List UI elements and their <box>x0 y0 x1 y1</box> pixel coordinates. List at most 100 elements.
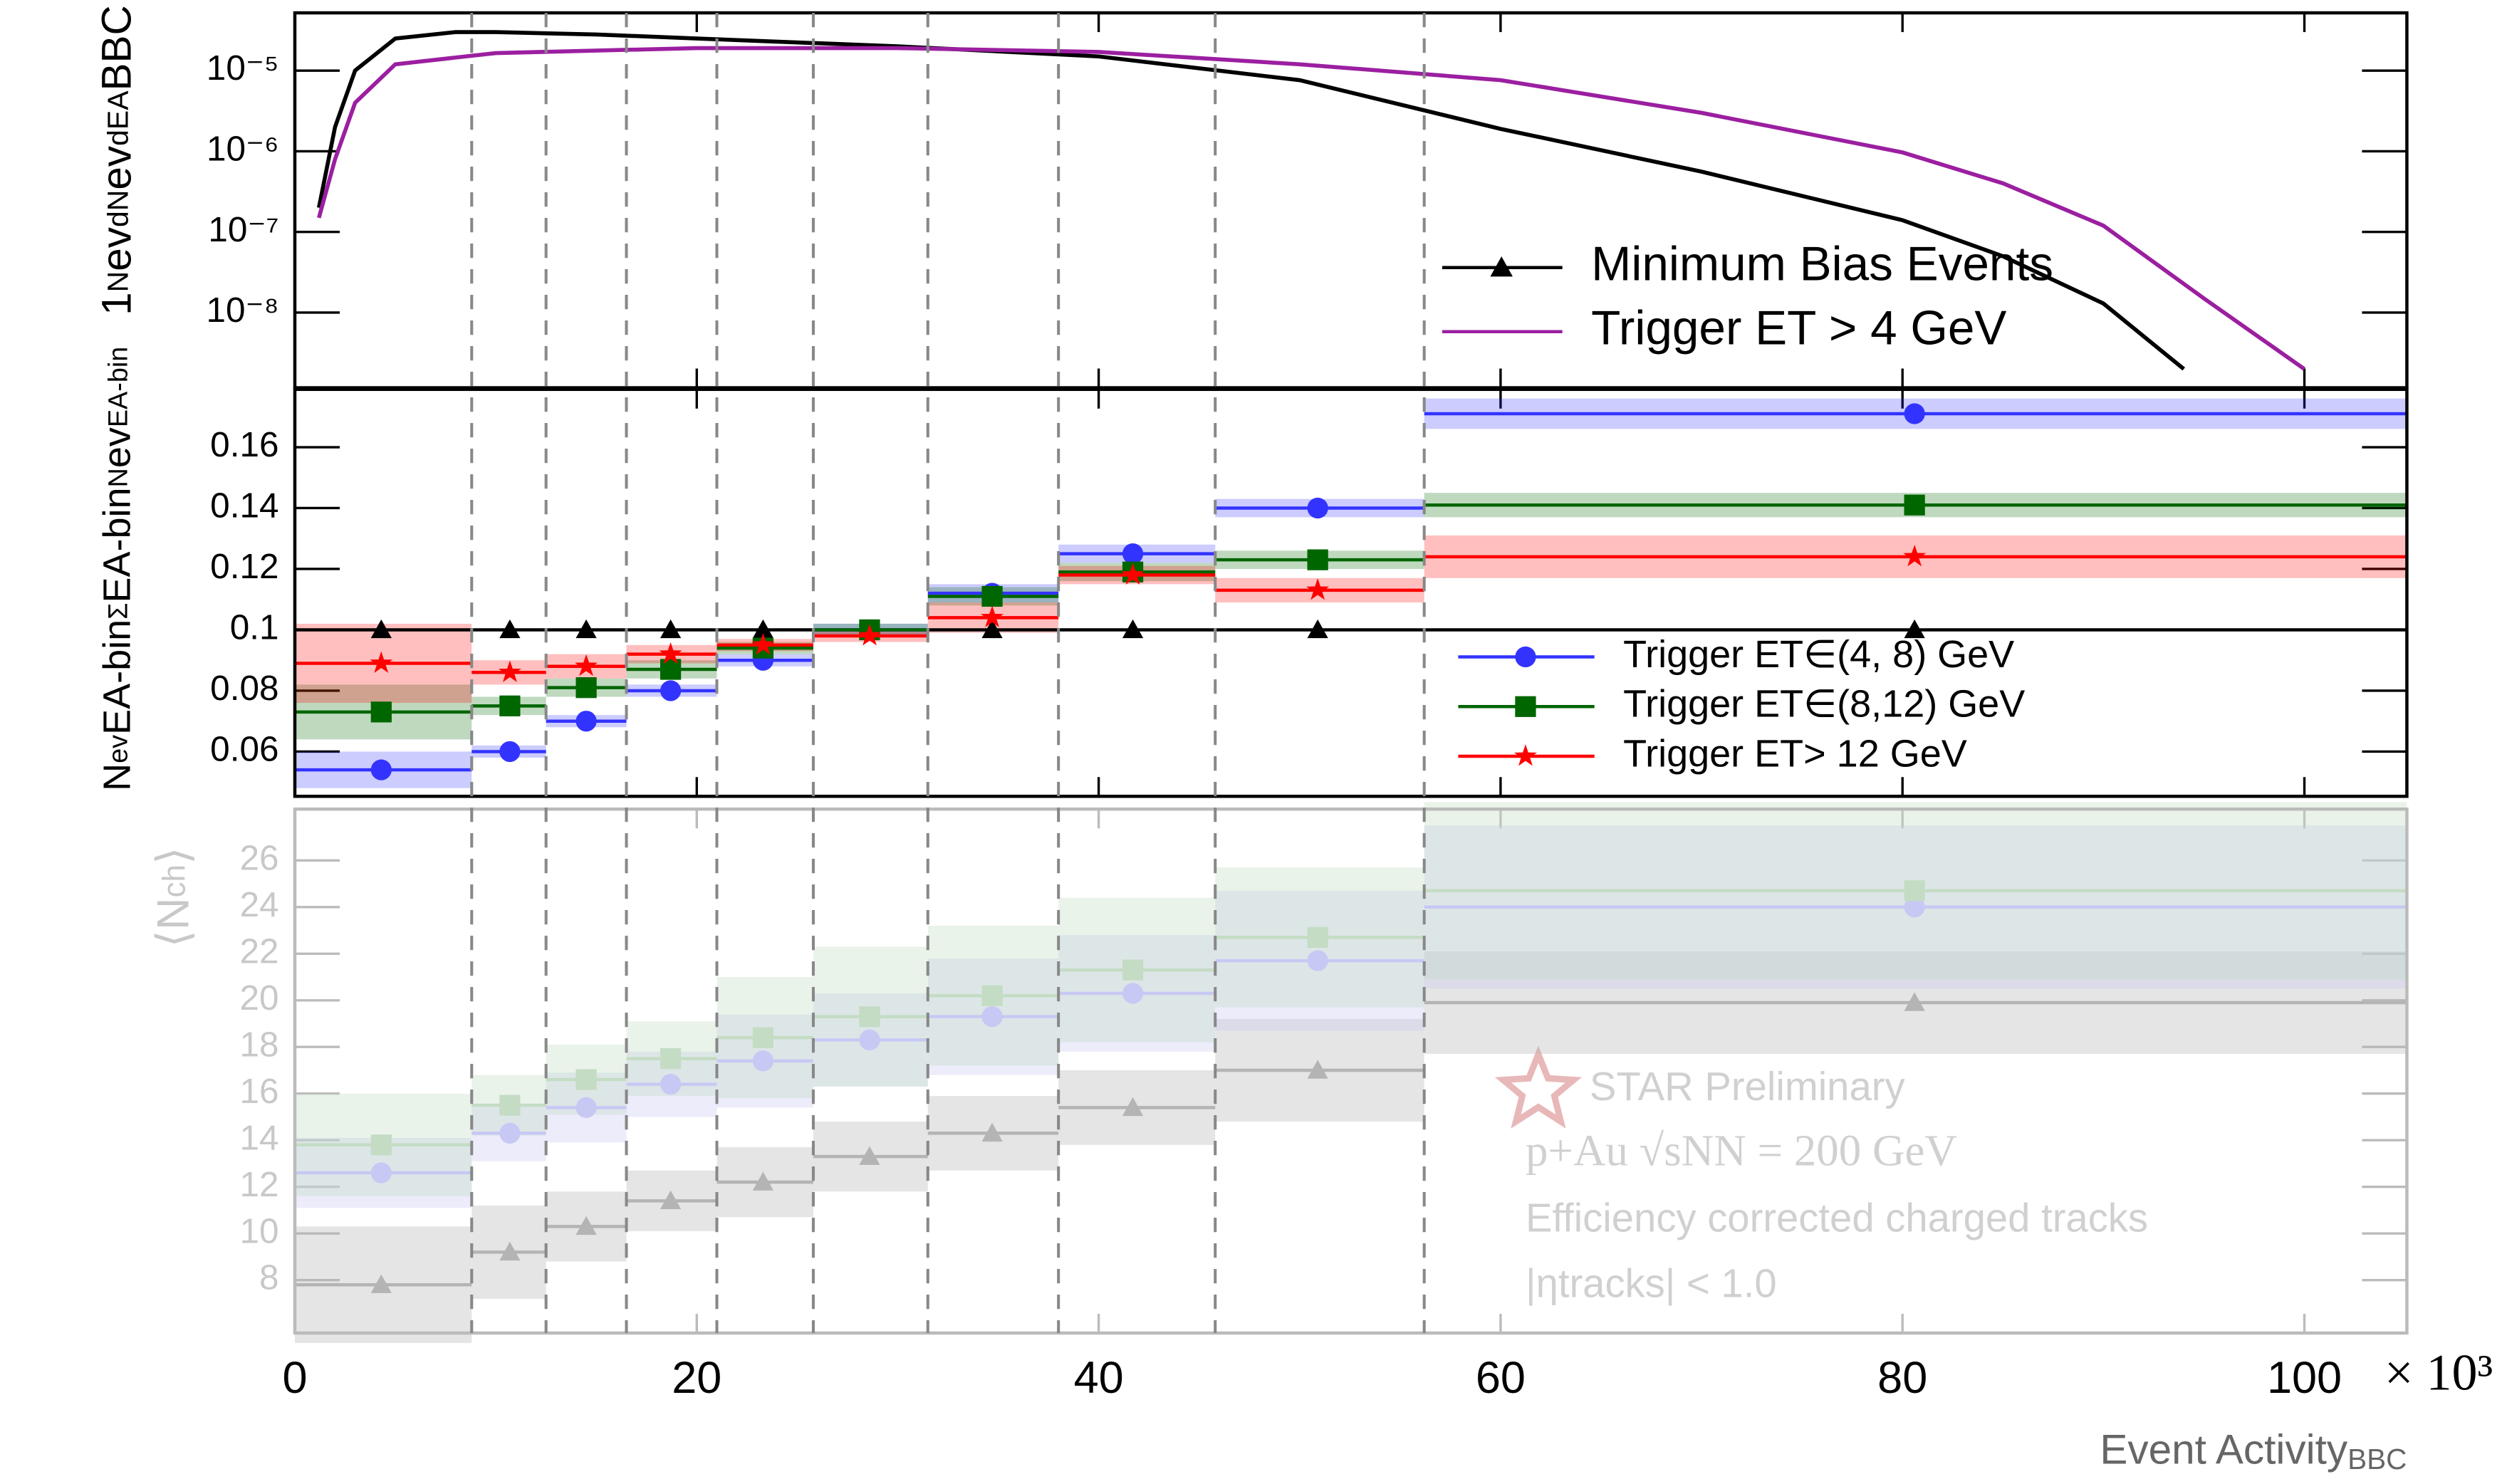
annotation: |ηtracks| < 1.0 <box>1526 1261 1777 1306</box>
marker <box>1122 1097 1144 1117</box>
marker <box>859 1006 880 1028</box>
x-tick-label: 40 <box>1074 1353 1124 1403</box>
marker <box>751 633 775 655</box>
marker <box>1307 950 1328 971</box>
y-axis-title-part: ev <box>94 145 140 190</box>
marker <box>1306 578 1330 600</box>
marker <box>1904 619 1925 639</box>
marker <box>660 1047 682 1070</box>
legend-label: Trigger ET∈(4, 8) GeV <box>1623 633 2014 676</box>
star-logo <box>1494 1045 1583 1129</box>
marker <box>370 759 392 780</box>
y-axis-title-part: ⟩ <box>148 847 198 864</box>
y-axis-title-part: dN <box>102 190 135 227</box>
y-tick-label: 8 <box>259 1258 279 1297</box>
marker <box>1122 619 1144 639</box>
marker <box>1307 926 1328 948</box>
marker <box>1903 545 1927 567</box>
marker <box>1307 1060 1328 1079</box>
marker <box>1121 563 1145 585</box>
x-axis-title: Event ActivityBBC <box>2100 1427 2407 1475</box>
marker <box>1904 494 1925 516</box>
marker <box>981 1006 1003 1028</box>
legend-marker <box>1515 696 1536 717</box>
marker <box>1904 403 1925 424</box>
marker <box>752 1050 774 1072</box>
marker <box>1122 959 1144 981</box>
y-axis-title-part: dEA <box>102 90 135 146</box>
marker <box>370 1162 392 1183</box>
y-axis-title-part: EA-bin <box>96 620 139 735</box>
x-tick-label: 0 <box>282 1353 307 1403</box>
y-tick-label: 22 <box>239 931 278 971</box>
annotation: STAR Preliminary <box>1590 1064 1905 1109</box>
marker <box>499 619 521 639</box>
marker <box>752 1027 774 1048</box>
y-tick-label: 0.12 <box>210 547 278 586</box>
marker <box>858 624 882 646</box>
marker <box>499 1241 521 1261</box>
annotation: Efficiency corrected charged tracks <box>1526 1195 2148 1240</box>
marker <box>980 605 1004 627</box>
y-tick-label: 10⁻⁷ <box>208 210 278 249</box>
marker <box>575 619 597 639</box>
data-line <box>317 46 2306 371</box>
y-axis-title-part: ⟨N <box>148 898 198 948</box>
legend-label: Minimum Bias Events <box>1591 238 2053 291</box>
marker <box>370 701 392 723</box>
marker <box>859 1029 880 1051</box>
y-axis-title-part: BBC <box>94 5 140 90</box>
marker <box>859 1146 880 1165</box>
y-tick-label: 14 <box>239 1118 278 1157</box>
y-tick-label: 26 <box>239 838 278 877</box>
y-axis-title-part: ev <box>96 427 139 468</box>
marker <box>659 642 682 664</box>
legend-label: Trigger ET > 4 GeV <box>1591 302 2006 355</box>
y-tick-label: 16 <box>239 1072 278 1111</box>
marker <box>660 1074 682 1095</box>
x-tick-label: 80 <box>1877 1353 1927 1403</box>
y-tick-label: 24 <box>239 885 278 924</box>
y-tick-label: 0.16 <box>210 425 278 464</box>
marker <box>981 619 1003 639</box>
x-tick-label: 100 <box>2267 1353 2342 1403</box>
x-axis-title-sub: BBC <box>2347 1443 2407 1475</box>
marker <box>660 659 682 680</box>
y-axis-title-part: N <box>104 468 134 487</box>
marker <box>370 1134 392 1156</box>
marker <box>370 651 393 674</box>
marker <box>981 1122 1003 1142</box>
y-axis-title-part: EA-bin <box>104 347 134 427</box>
marker <box>499 695 521 716</box>
marker <box>370 1274 392 1293</box>
y-axis-title: 1NevdNevdEABBC <box>94 5 140 315</box>
marker <box>575 1069 597 1090</box>
y-tick-label: 18 <box>239 1025 278 1064</box>
y-axis-title-part: N <box>102 271 135 293</box>
marker <box>499 1094 521 1116</box>
annotation: p+Au √sNN = 200 GeV <box>1526 1126 1957 1176</box>
y-axis-title-part: EA-bin <box>96 487 139 602</box>
marker <box>660 680 682 701</box>
y-tick-label: 10⁻⁸ <box>206 291 278 330</box>
y-axis-title-part: Σ <box>104 603 134 620</box>
marker <box>981 585 1003 607</box>
marker <box>1122 983 1144 1004</box>
y-tick-label: 0.1 <box>230 608 279 647</box>
x-tick-label: 60 <box>1476 1353 1526 1403</box>
marker <box>575 711 597 732</box>
plot-frame <box>293 808 2409 1335</box>
marker <box>1307 619 1328 639</box>
legend-label: Trigger ET∈(8,12) GeV <box>1623 683 2025 726</box>
marker <box>660 1190 682 1210</box>
legend-marker <box>1490 256 1513 277</box>
marker <box>575 1216 597 1235</box>
y-tick-label: 0.14 <box>210 486 278 526</box>
x-tick-label: 20 <box>672 1353 721 1403</box>
marker <box>1904 880 1925 902</box>
x-multiplier: × 10³ <box>2385 1344 2493 1401</box>
marker <box>752 619 774 639</box>
marker <box>752 1171 774 1191</box>
